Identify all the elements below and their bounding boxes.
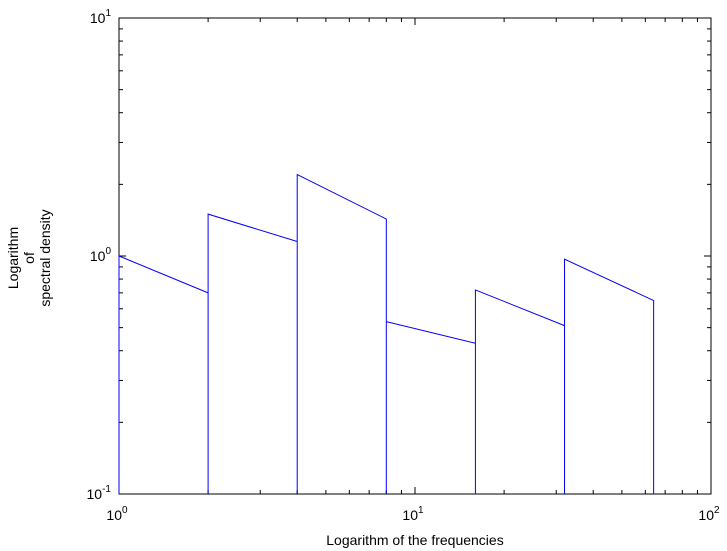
x-tick-label: 102 <box>698 505 720 523</box>
y-axis-label: Logarithm of spectral density <box>5 209 53 306</box>
y-axis-label-line-1: Logarithm <box>5 227 21 289</box>
x-tick-label: 101 <box>402 505 424 523</box>
axis-ticks <box>118 17 712 495</box>
y-tick-label: 100 <box>90 246 112 264</box>
x-tick-label: 100 <box>106 505 128 523</box>
x-axis-label: Logarithm of the frequencies <box>326 532 503 548</box>
series-group <box>118 173 655 494</box>
y-tick-label: 10-1 <box>87 484 112 502</box>
y-axis-label-line-2: of <box>21 252 37 264</box>
y-tick-label: 101 <box>90 8 112 26</box>
y-tick-labels: 10-1 100 101 <box>87 8 112 502</box>
y-axis-label-line-3: spectral density <box>37 209 53 306</box>
series-line <box>118 173 655 494</box>
x-tick-labels: 100 101 102 <box>106 505 720 523</box>
